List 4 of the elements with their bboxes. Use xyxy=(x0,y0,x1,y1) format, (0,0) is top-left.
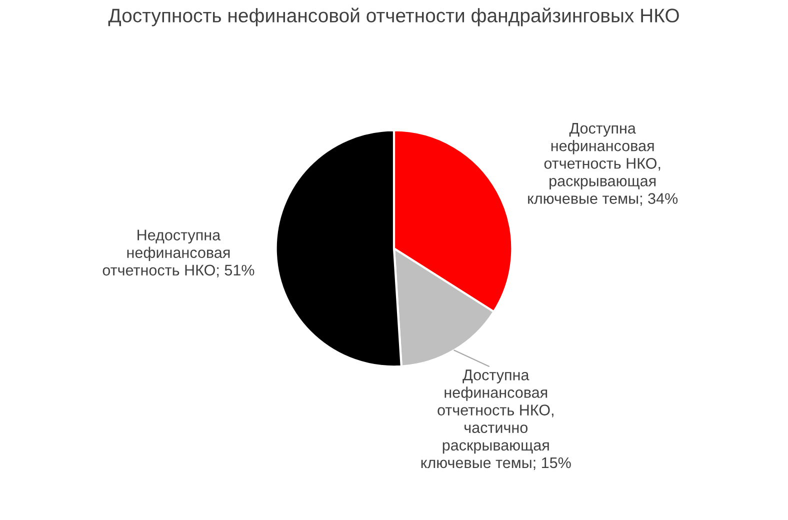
slice-label: Доступна нефинансовая отчетность НКО, частично раскрывающая ключевые темы; 15% xyxy=(421,370,571,470)
slice-label: Доступна нефинансовая отчетность НКО, раскрывающая ключевые темы; 34% xyxy=(528,123,678,206)
slice-label: Недоступна нефинансовая отчетность НКО; 51% xyxy=(102,230,254,278)
chart-title: Доступность нефинансовой отчетности фандрайзинговых НКО xyxy=(108,8,679,26)
